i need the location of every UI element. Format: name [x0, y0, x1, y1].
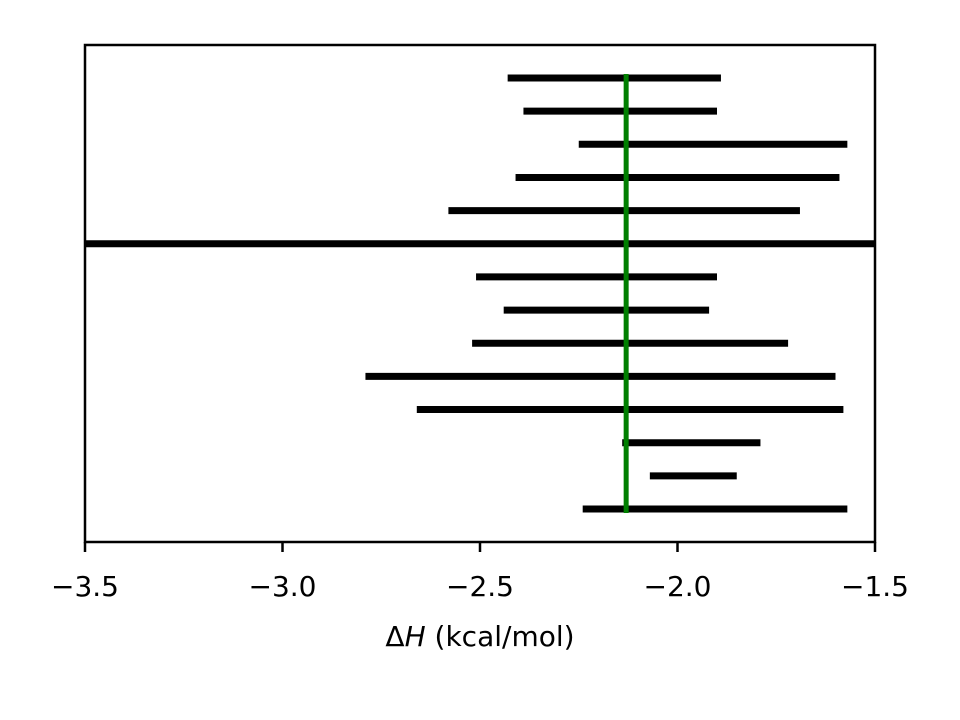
- plot-frame: [83, 43, 877, 544]
- interval-bars: [85, 74, 875, 513]
- x-tick-label: −1.5: [841, 570, 909, 603]
- x-tick-label: −3.0: [249, 570, 317, 603]
- x-tick-label: −2.0: [644, 570, 712, 603]
- x-axis-ticks: −3.5 −3.0 −2.5 −2.0 −1.5: [51, 542, 909, 603]
- x-axis-label: ΔH (kcal/mol): [385, 620, 574, 653]
- x-tick-label: −3.5: [51, 570, 119, 603]
- x-tick-label: −2.5: [446, 570, 514, 603]
